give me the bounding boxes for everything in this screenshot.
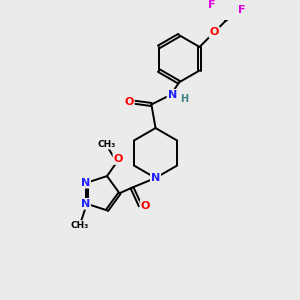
Text: O: O — [113, 154, 123, 164]
Text: N: N — [151, 173, 160, 183]
Text: N: N — [81, 178, 90, 188]
Text: O: O — [141, 201, 150, 211]
Text: F: F — [238, 4, 245, 14]
Text: H: H — [181, 94, 189, 104]
Text: O: O — [209, 27, 219, 37]
Text: N: N — [81, 199, 90, 209]
Text: F: F — [208, 0, 216, 10]
Text: CH₃: CH₃ — [98, 140, 116, 149]
Text: O: O — [124, 97, 134, 107]
Text: N: N — [168, 90, 177, 100]
Text: CH₃: CH₃ — [71, 221, 89, 230]
